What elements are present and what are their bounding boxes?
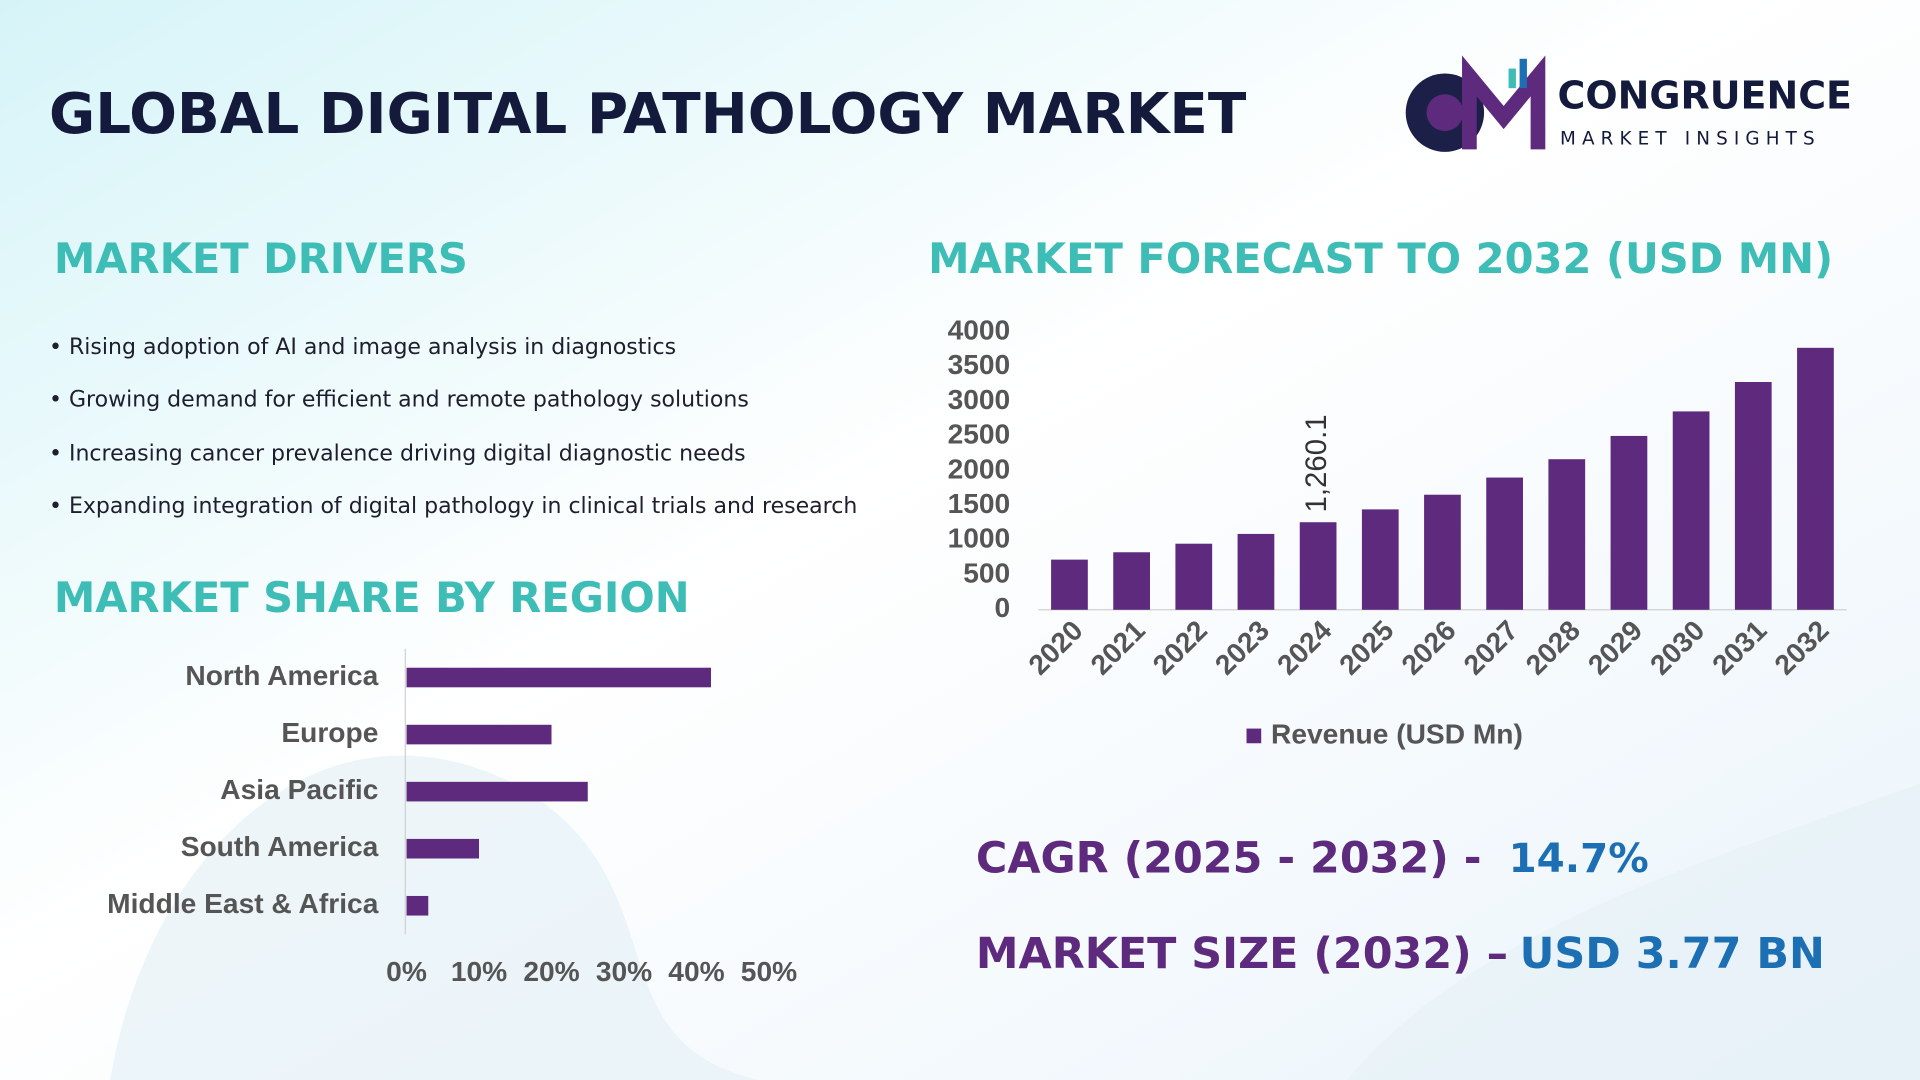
x-tick-label: 20%	[523, 956, 579, 987]
y-tick-label: 2500	[948, 419, 1011, 450]
bar	[1113, 552, 1150, 610]
x-tick-label: 10%	[451, 956, 507, 987]
bar	[1175, 543, 1213, 610]
x-tick-label: 30%	[596, 956, 652, 987]
bar	[1548, 459, 1586, 610]
bar	[1299, 522, 1337, 610]
chart-title: MARKET FORECAST TO 2032 (USD MN)	[928, 234, 1833, 283]
y-tick-label: Europe	[281, 717, 378, 748]
cagr-label: CAGR (2025 - 2032) -	[976, 833, 1482, 883]
y-tick-label: North America	[185, 660, 378, 691]
x-tick-label: 0%	[386, 956, 427, 987]
y-tick-label: Middle East & Africa	[107, 888, 379, 919]
bar	[406, 895, 429, 916]
bar	[406, 838, 480, 859]
bar	[1610, 435, 1648, 610]
decor-wave	[110, 755, 760, 1080]
bar	[1734, 382, 1772, 610]
driver-item: • Expanding integration of digital patho…	[49, 494, 857, 519]
bar	[1486, 477, 1523, 610]
chart-title: MARKET SHARE BY REGION	[54, 573, 690, 622]
y-tick-label: 1500	[948, 488, 1011, 519]
bar	[406, 667, 711, 688]
driver-item: • Growing demand for efficient and remot…	[49, 387, 749, 412]
driver-item: • Increasing cancer prevalence driving d…	[49, 441, 746, 466]
logo-name: CONGRUENCE	[1558, 73, 1852, 117]
bar	[406, 781, 588, 802]
bar	[1237, 533, 1275, 610]
y-tick-label: 2000	[948, 453, 1011, 484]
y-tick-label: 3500	[948, 349, 1011, 380]
bar	[1361, 509, 1399, 610]
section-heading: MARKET DRIVERS	[54, 234, 468, 283]
bar	[406, 724, 552, 745]
page-title: GLOBAL DIGITAL PATHOLOGY MARKET	[49, 82, 1247, 147]
size-label: MARKET SIZE (2032) –	[976, 929, 1508, 979]
bar	[1424, 494, 1461, 610]
x-tick-label: 50%	[741, 956, 797, 987]
y-tick-label: 0	[995, 592, 1011, 623]
logo-tagline: MARKET INSIGHTS	[1560, 129, 1821, 150]
bar	[1672, 411, 1710, 610]
legend-label: Revenue (USD Mn)	[1271, 718, 1523, 749]
value-label: 1,260.1	[1300, 414, 1333, 512]
y-tick-label: 500	[963, 557, 1010, 588]
y-tick-label: 1000	[948, 523, 1011, 554]
size-value: USD 3.77 BN	[1520, 929, 1825, 979]
y-tick-label: Asia Pacific	[220, 774, 378, 805]
driver-item: • Rising adoption of AI and image analys…	[49, 335, 676, 360]
y-tick-label: 4000	[948, 314, 1011, 345]
cagr-value: 14.7%	[1509, 834, 1649, 882]
x-tick-label: 40%	[668, 956, 724, 987]
y-tick-label: South America	[181, 831, 379, 862]
logo: CONGRUENCE MARKET INSIGHTS	[1405, 55, 1852, 152]
bar	[1797, 347, 1834, 610]
legend-swatch	[1246, 728, 1262, 744]
y-tick-label: 3000	[948, 384, 1011, 415]
bar	[1051, 559, 1088, 610]
decor-wave	[1346, 783, 1920, 1080]
